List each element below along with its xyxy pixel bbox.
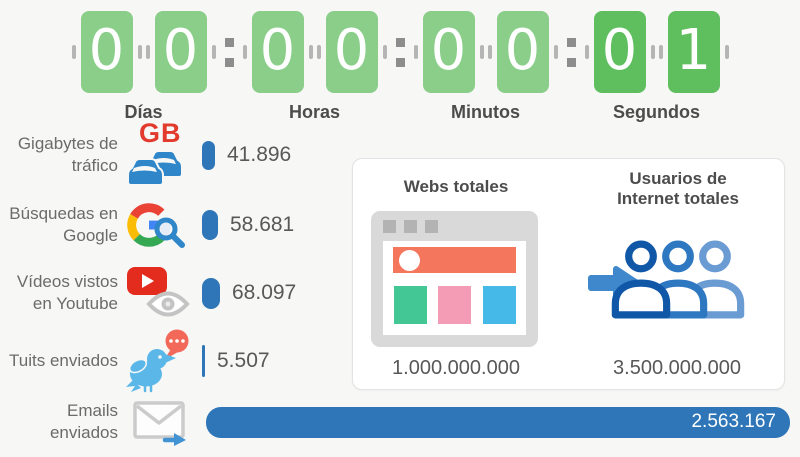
content-block-green: [394, 286, 427, 324]
hero-banner: [393, 247, 516, 273]
emails-value: 2.563.167: [691, 411, 776, 432]
stat-label-google: Búsquedas en Google: [9, 203, 118, 245]
bird-icon: [126, 349, 176, 393]
stat-row-tweets: Tuits enviados 5.507: [0, 326, 270, 396]
hinge-tick: [242, 45, 247, 59]
clock-digits-seconds: 0 1: [583, 11, 731, 93]
stat-label-youtube: Vídeos vistos en Youtube: [16, 271, 118, 313]
clock-group-days: 0 0 Días: [70, 11, 218, 123]
stat-row-emails: Emails enviados 2.563.167: [0, 396, 800, 448]
digit-card-days-tens: 0: [80, 11, 133, 93]
totals-panel: Webs totales Usuarios de Internet totale…: [352, 158, 785, 390]
colon-dot: [566, 37, 576, 47]
clock-group-hours: 0 0 Horas: [241, 11, 389, 123]
content-block-pink: [438, 286, 471, 324]
stat-label-tweets: Tuits enviados: [9, 350, 118, 370]
hinge-tick: [71, 45, 76, 59]
stat-row-youtube: Vídeos vistos en Youtube 68.097: [0, 258, 296, 328]
clock-group-seconds: 0 1 Segundos: [583, 11, 731, 123]
clock-digits-minutes: 0 0: [412, 11, 560, 93]
webs-totales-value: 1.000.000.000: [392, 357, 520, 379]
clock-label-hours: Horas: [288, 102, 341, 122]
colon-separator: [566, 11, 576, 93]
hinge-tick: [308, 45, 313, 59]
browser-window-buttons: [383, 220, 438, 233]
colon-dot: [566, 57, 576, 67]
webs-totales-title: Webs totales: [403, 177, 509, 196]
digit-card-hours-ones: 0: [325, 11, 378, 93]
colon-dot: [395, 57, 405, 67]
youtube-value: 68.097: [232, 281, 297, 304]
window-button: [383, 220, 396, 233]
usuarios-internet-title-text: Usuarios de Internet totales: [617, 169, 739, 208]
person-icon: [611, 240, 671, 319]
youtube-play-icon: [127, 267, 167, 295]
colon-dot: [224, 57, 234, 67]
colon-dot: [224, 37, 234, 47]
hinge-tick: [413, 45, 418, 59]
google-value: 58.681: [230, 213, 295, 236]
hinge-tick: [724, 45, 729, 59]
digit-card-hours-tens: 0: [251, 11, 304, 93]
emails-bar: 2.563.167: [206, 406, 790, 438]
usuarios-internet-value: 3.500.000.000: [613, 357, 741, 379]
hinge-tick: [479, 45, 484, 59]
internet-users-icon: [609, 239, 749, 321]
window-button: [404, 220, 417, 233]
twitter-bird-icon: [126, 329, 194, 393]
stat-row-gigabytes: Gigabytes de tráfico GB 41.896: [0, 118, 292, 190]
content-block-blue: [483, 286, 516, 324]
magnifier-icon: [154, 217, 185, 248]
colon-separator: [395, 11, 405, 93]
colon-dot: [395, 37, 405, 47]
digit-card-seconds-ones: 1: [667, 11, 720, 93]
flip-clock-counter: 0 0 Días 0 0 Horas 0 0 Minutos: [0, 11, 800, 123]
clock-label-minutes: Minutos: [451, 102, 520, 122]
digit-card-minutes-ones: 0: [496, 11, 549, 93]
hinge-tick: [658, 45, 663, 59]
email-sent-icon: [133, 401, 186, 446]
clock-digits-days: 0 0: [70, 11, 218, 93]
google-search-icon: [127, 200, 193, 250]
hinge-tick: [137, 45, 142, 59]
hinge-tick: [382, 45, 387, 59]
youtube-bar: [202, 277, 220, 309]
gb-text: GB: [139, 118, 182, 148]
clock-label-days: Días: [124, 102, 163, 122]
hinge-tick: [487, 45, 492, 59]
hinge-tick: [650, 45, 655, 59]
window-button: [425, 220, 438, 233]
google-bar: [202, 210, 218, 240]
hinge-tick: [145, 45, 150, 59]
stat-label-gigabytes: Gigabytes de tráfico: [17, 133, 118, 175]
digit-card-seconds-tens: 0: [593, 11, 646, 93]
cars-icon: [127, 150, 183, 186]
clock-label-seconds: Segundos: [612, 102, 700, 122]
browser-content: [383, 241, 526, 335]
youtube-views-icon: [127, 267, 193, 319]
eye-icon: [146, 291, 190, 317]
digit-card-days-ones: 0: [154, 11, 207, 93]
usuarios-internet-title: Usuarios de Internet totales: [583, 169, 773, 209]
digit-card-minutes-tens: 0: [422, 11, 475, 93]
gb-traffic-icon: GB: [123, 118, 197, 186]
hero-circle: [399, 249, 420, 271]
tweets-value: 5.507: [217, 349, 270, 372]
clock-digits-hours: 0 0: [241, 11, 389, 93]
gigabytes-value: 41.896: [227, 143, 292, 166]
browser-illustration: [371, 211, 538, 347]
stat-label-emails: Emails enviados: [49, 400, 118, 442]
clock-group-minutes: 0 0 Minutos: [412, 11, 560, 123]
hinge-tick: [553, 45, 558, 59]
stat-row-google: Búsquedas en Google 58.681: [0, 190, 294, 260]
gigabytes-bar: [202, 140, 215, 170]
hinge-tick: [316, 45, 321, 59]
hinge-tick: [211, 45, 216, 59]
hinge-tick: [584, 45, 589, 59]
tweets-bar: [202, 345, 205, 377]
colon-separator: [224, 11, 234, 93]
